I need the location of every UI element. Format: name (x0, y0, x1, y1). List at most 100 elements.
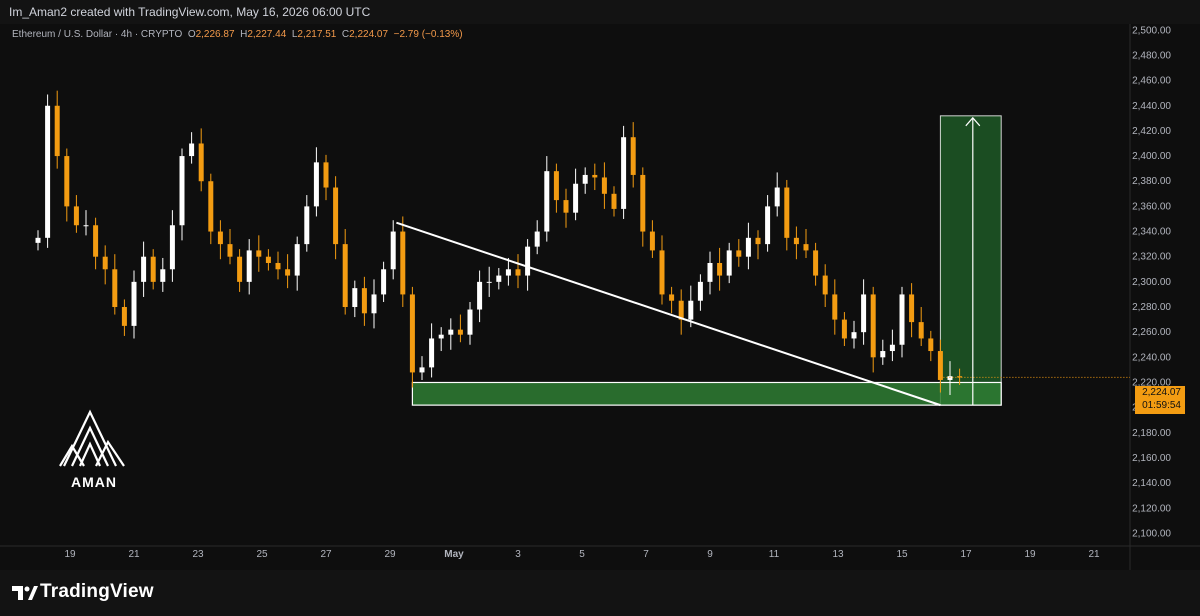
candle-body (35, 237, 41, 243)
y-tick-label: 2,180.00 (1132, 428, 1171, 439)
candle-body (150, 256, 156, 282)
candle-body (563, 200, 569, 213)
x-tick-label: 29 (384, 549, 396, 560)
y-tick-label: 2,260.00 (1132, 327, 1171, 338)
candle-body (813, 250, 819, 276)
candle-body (467, 309, 473, 335)
chart-area[interactable]: 2,100.00 2,120.00 2,140.00 2,160.00 2,180.00… (0, 24, 1200, 570)
high-value: 2,227.44 (247, 29, 287, 40)
y-tick-label: 2,460.00 (1132, 76, 1171, 87)
x-tick-label: 27 (320, 549, 332, 560)
candle-body (256, 250, 262, 257)
candle-body (630, 137, 636, 175)
candle-body (64, 156, 70, 207)
candle-body (419, 367, 425, 373)
candle-body (553, 171, 559, 201)
candle-body (736, 250, 742, 257)
top-bar: Im_Aman2 created with TradingView.com, M… (0, 0, 1200, 24)
candle-body (822, 275, 828, 295)
candle-body (669, 294, 675, 301)
bar-countdown: 01:59:54 (1142, 400, 1181, 411)
candle-body (457, 329, 463, 335)
candle-body (371, 294, 377, 314)
candle-body (678, 300, 684, 320)
open-value: 2,226.87 (195, 29, 235, 40)
candle-body (918, 322, 924, 339)
candle-body (803, 244, 809, 251)
x-tick-label: 11 (769, 549, 780, 560)
candle-body (534, 231, 540, 247)
candle-body (246, 250, 252, 282)
y-tick-label: 2,400.00 (1132, 151, 1171, 162)
candle-body (861, 294, 867, 333)
price-chart[interactable]: 2,100.00 2,120.00 2,140.00 2,160.00 2,180.00… (0, 24, 1200, 570)
target-box[interactable] (939, 115, 1002, 406)
x-tick-label: 19 (64, 549, 76, 560)
candle-body (198, 143, 204, 182)
candle-body (73, 206, 79, 226)
candle-body (640, 174, 646, 232)
y-tick-label: 2,160.00 (1132, 453, 1171, 464)
candle-body (486, 281, 492, 283)
candle-body (611, 193, 617, 209)
candle-body (707, 262, 713, 282)
chart-credit: Im_Aman2 created with TradingView.com, M… (9, 5, 371, 19)
candle-body (285, 269, 291, 276)
candle-body (525, 246, 531, 276)
y-tick-label: 2,280.00 (1132, 302, 1171, 313)
candle-body (294, 244, 300, 276)
candle-body (505, 269, 511, 276)
candle-body (217, 231, 223, 245)
candle-body (947, 376, 953, 380)
y-tick-label: 2,300.00 (1132, 277, 1171, 288)
candle-body (899, 294, 905, 345)
candle-body (102, 256, 108, 270)
y-tick-label: 2,240.00 (1132, 352, 1171, 363)
candle-body (208, 181, 214, 232)
x-tick-label: 5 (579, 549, 585, 560)
candle-body (93, 225, 99, 257)
candle-body (160, 269, 166, 282)
candle-body (323, 162, 329, 188)
y-tick-label: 2,420.00 (1132, 126, 1171, 137)
x-tick-label: 17 (960, 549, 972, 560)
candle-body (496, 275, 502, 282)
candle-body (237, 256, 243, 282)
y-tick-label: 2,360.00 (1132, 201, 1171, 212)
candle-body (726, 250, 732, 276)
candle-body (429, 338, 435, 368)
candle-body (928, 338, 934, 352)
y-tick-label: 2,320.00 (1132, 252, 1171, 263)
candle-body (793, 237, 799, 245)
candle-body (361, 288, 367, 314)
candle-body (83, 225, 89, 227)
last-price-value: 2,224.07 (1142, 387, 1181, 398)
target-arrow-head (965, 116, 981, 127)
candle-body (774, 187, 780, 207)
x-tick-label: 21 (1088, 549, 1100, 560)
x-tick-label: 7 (643, 549, 649, 560)
candle-body (333, 187, 339, 245)
candle-body (313, 162, 319, 207)
candle-body (870, 294, 876, 358)
candle-body (169, 225, 175, 270)
candle-body (851, 332, 857, 339)
y-tick-label: 2,140.00 (1132, 478, 1171, 489)
x-tick-label: 3 (515, 549, 521, 560)
descending-trendline[interactable] (396, 221, 941, 407)
candle-body (592, 174, 598, 178)
candle-body (909, 294, 915, 323)
candle-body (265, 256, 271, 263)
candle-body (755, 237, 761, 245)
candle-body (745, 237, 751, 257)
y-tick-label: 2,220.00 (1132, 377, 1171, 388)
candle-body (400, 231, 406, 295)
candle-body (765, 206, 771, 245)
x-tick-label: May (444, 549, 464, 560)
symbol-legend: Ethereum / U.S. Dollar · 4h · CRYPTO O2,… (12, 29, 463, 40)
change-value: −2.79 (−0.13%) (393, 29, 463, 40)
candle-body (131, 281, 137, 326)
support-zone[interactable] (411, 381, 1002, 406)
x-tick-label: 23 (192, 549, 204, 560)
x-tick-label: 21 (128, 549, 140, 560)
